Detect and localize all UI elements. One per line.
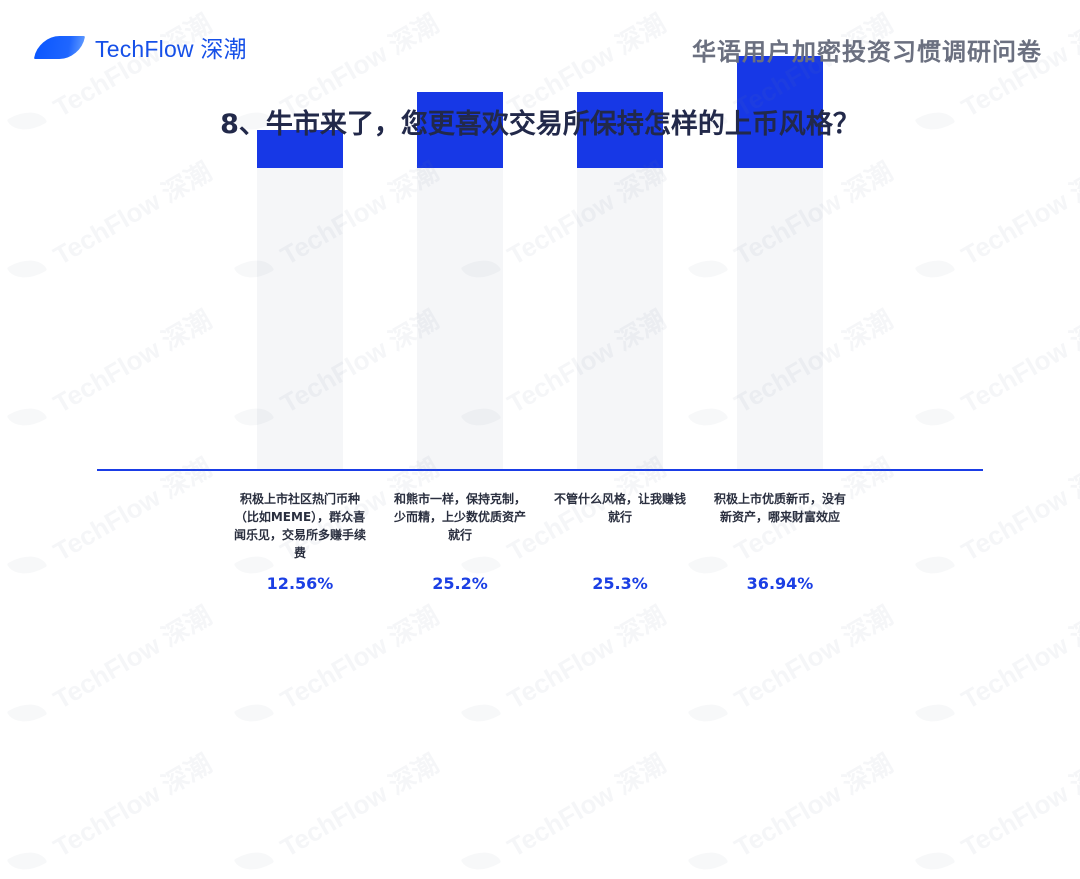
watermark-leaf-icon: [6, 842, 48, 879]
watermark-text: TechFlow 深潮: [956, 748, 1080, 863]
watermark-leaf-icon: [687, 694, 729, 732]
bar-track: [737, 168, 823, 470]
bar-fill: [257, 130, 343, 168]
bar-fill: [737, 56, 823, 168]
watermark-leaf-icon: [6, 694, 48, 732]
watermark-leaf-icon: [233, 694, 275, 732]
watermark-leaf-icon: [914, 694, 956, 732]
category-label: 积极上市优质新币，没有新资产，哪来财富效应: [713, 492, 846, 524]
bar-fill: [577, 92, 663, 168]
watermark-leaf-icon: [914, 842, 956, 879]
bar-chart: 积极上市社区热门币种（比如MEME），群众喜闻乐见，交易所多赚手续费 和熊市一样…: [97, 56, 983, 593]
watermark-text: TechFlow 深潮: [502, 748, 671, 863]
percent-label: 25.3%: [592, 574, 648, 593]
bar-fill: [417, 92, 503, 168]
brand-name: TechFlow 深潮: [95, 36, 247, 62]
percent-label: 25.2%: [432, 574, 488, 593]
x-axis-baseline: [97, 469, 983, 471]
bar-track: [577, 168, 663, 470]
watermark-text: TechFlow 深潮: [729, 748, 898, 863]
chart-title: 8、牛市来了，您更喜欢交易所保持怎样的上币风格？: [220, 109, 860, 140]
brand-logo: TechFlow 深潮: [33, 30, 247, 64]
bar-track: [417, 168, 503, 470]
category-label: 不管什么风格，让我赚钱就行: [553, 492, 686, 524]
watermark-text: TechFlow 深潮: [275, 748, 444, 863]
leaf-logo-icon: [33, 35, 86, 59]
report-title: 华语用户加密投资习惯调研问卷: [692, 38, 1042, 66]
bar-track: [257, 168, 343, 470]
percent-label: 12.56%: [266, 574, 334, 593]
category-label: 和熊市一样，保持克制，少而精，上少数优质资产就行: [393, 492, 526, 542]
watermark-leaf-icon: [233, 842, 275, 879]
watermark-leaf-icon: [460, 842, 502, 879]
watermark-leaf-icon: [460, 694, 502, 732]
percent-label: 36.94%: [746, 574, 814, 593]
watermark-text: TechFlow 深潮: [48, 748, 217, 863]
category-label: 积极上市社区热门币种（比如MEME），群众喜闻乐见，交易所多赚手续费: [233, 492, 366, 560]
watermark-leaf-icon: [687, 842, 729, 879]
